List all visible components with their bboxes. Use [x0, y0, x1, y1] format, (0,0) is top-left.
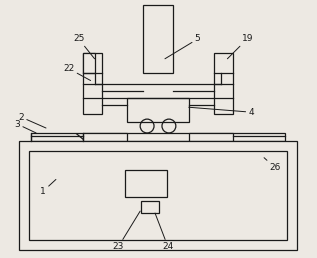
Text: 4: 4 — [189, 107, 254, 117]
Text: 2: 2 — [18, 113, 46, 128]
Bar — [83, 133, 127, 141]
Bar — [141, 201, 159, 213]
Text: 1: 1 — [40, 180, 56, 196]
Bar — [19, 141, 297, 250]
Text: 26: 26 — [264, 158, 281, 172]
Bar — [29, 151, 287, 240]
Bar — [127, 98, 189, 122]
Text: 5: 5 — [165, 35, 201, 59]
Text: 25: 25 — [73, 35, 94, 59]
Text: 19: 19 — [227, 35, 253, 59]
Bar — [189, 133, 233, 141]
Bar — [214, 53, 233, 114]
Bar — [31, 133, 285, 141]
Text: 3: 3 — [14, 119, 36, 133]
Text: 22: 22 — [63, 64, 91, 80]
Bar — [83, 53, 102, 114]
Bar — [125, 170, 167, 197]
Bar — [83, 53, 94, 72]
Text: 23: 23 — [113, 211, 140, 251]
Bar — [143, 5, 173, 72]
Text: 24: 24 — [155, 213, 173, 251]
